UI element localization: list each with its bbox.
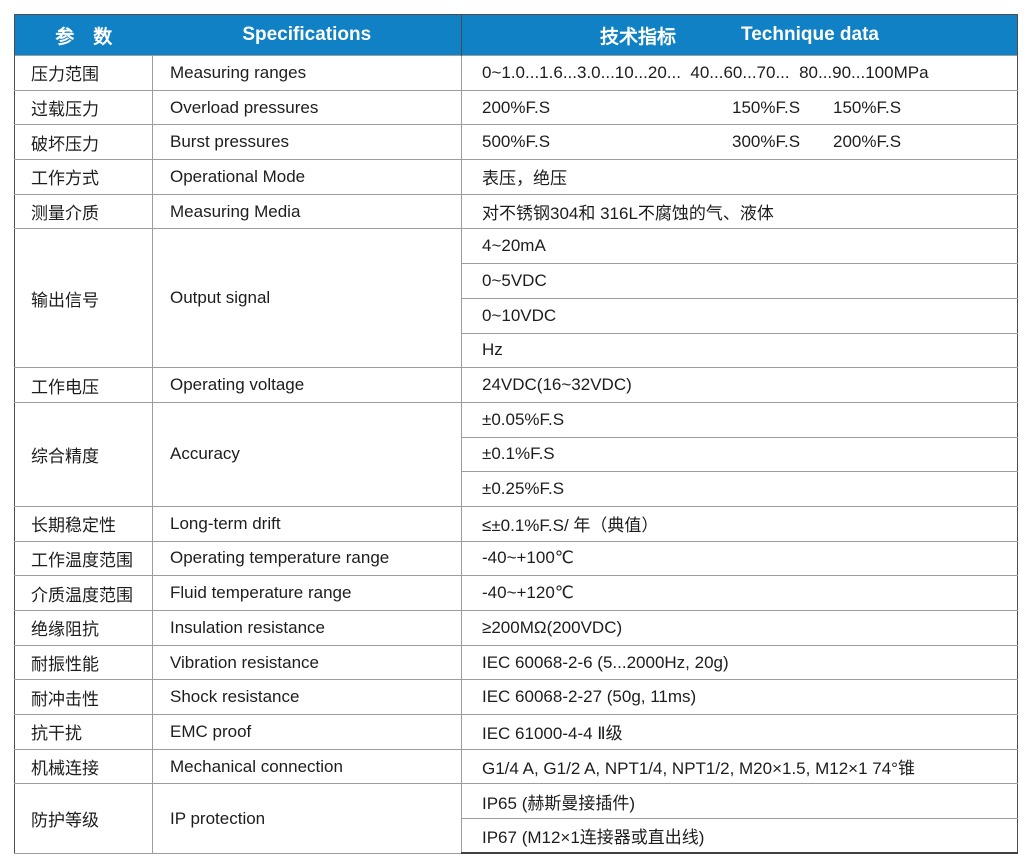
- param-zh: 抗干扰: [14, 714, 153, 750]
- param-zh: 工作电压: [14, 367, 153, 403]
- value-subrow-cell: ±0.05%F.S: [461, 401, 1018, 438]
- table-body: 压力范围 Measuring ranges 0~1.0...1.6...3.0.…: [14, 55, 1018, 855]
- value-part: 300%F.S: [732, 132, 801, 152]
- param-en: Measuring ranges: [152, 55, 462, 91]
- value-subrow-cell: IP67 (M12×1连接器或直出线): [461, 818, 1018, 855]
- row-emc-proof: 抗干扰 EMC proof IEC 61000-4-4 Ⅱ级: [14, 714, 1018, 750]
- param-zh: 工作温度范围: [14, 540, 153, 577]
- param-zh: 介质温度范围: [14, 575, 153, 611]
- value-cell: -40~+120℃: [461, 575, 1018, 611]
- param-en: EMC proof: [152, 714, 462, 750]
- param-zh: 长期稳定性: [14, 505, 153, 542]
- value-subrow-cell: 0~10VDC: [461, 297, 1018, 334]
- value-part: 150%F.S: [732, 97, 801, 117]
- param-en: Operational Mode: [152, 159, 462, 195]
- param-en: Long-term drift: [152, 505, 462, 542]
- param-en: Accuracy: [152, 401, 462, 507]
- param-en: Output signal: [152, 228, 462, 369]
- row-shock-resistance: 耐冲击性 Shock resistance IEC 60068-2-27 (50…: [14, 679, 1018, 716]
- value-part: 500%F.S: [482, 132, 551, 152]
- param-zh: 过载压力: [14, 89, 153, 126]
- header-tech-en-label: Technique data: [741, 24, 879, 45]
- value-subrow-cell: 4~20mA: [461, 228, 1018, 265]
- value-cell: G1/4 A, G1/2 A, NPT1/4, NPT1/2, M20×1.5,…: [461, 748, 1018, 785]
- row-long-term-drift: 长期稳定性 Long-term drift ≤±0.1%F.S/ 年（典值）: [14, 505, 1018, 542]
- row-accuracy-sub: ±0.25%F.S: [15, 471, 1018, 507]
- param-zh: 综合精度: [14, 401, 153, 507]
- value-subrow-cell: 0~5VDC: [461, 263, 1018, 299]
- value-cell: IEC 61000-4-4 Ⅱ级: [461, 714, 1018, 750]
- param-zh: 测量介质: [14, 193, 153, 230]
- param-en: Measuring Media: [152, 193, 462, 230]
- row-mechanical-connection: 机械连接 Mechanical connection G1/4 A, G1/2 …: [14, 748, 1018, 785]
- row-operating-temperature: 工作温度范围 Operating temperature range -40~+…: [14, 540, 1018, 577]
- header-param: 参 数: [14, 14, 153, 56]
- param-en: Fluid temperature range: [152, 575, 462, 611]
- value-part: 150%F.S: [833, 97, 902, 117]
- header-param-label: 参 数: [55, 26, 113, 48]
- spec-table: 参 数 Specifications 技术指标 Technique data 压…: [14, 14, 1018, 855]
- value-cell: IEC 60068-2-27 (50g, 11ms): [461, 679, 1018, 716]
- param-zh: 绝缘阻抗: [14, 610, 153, 646]
- value-part: 200%F.S: [833, 132, 902, 152]
- value-subrow-cell: ±0.1%F.S: [461, 436, 1018, 473]
- value-cell: ≥200MΩ(200VDC): [461, 610, 1018, 646]
- header-tech-zh-label: 技术指标: [600, 26, 677, 48]
- value-subrow-cell: Hz: [461, 332, 1018, 369]
- value-cell: 24VDC(16~32VDC): [461, 367, 1018, 403]
- row-ip-protection-sub: IP67 (M12×1连接器或直出线): [15, 818, 1018, 855]
- row-operational-mode: 工作方式 Operational Mode 表压，绝压: [14, 159, 1018, 195]
- value-cell: 表压，绝压: [461, 159, 1018, 195]
- param-en: Vibration resistance: [152, 644, 462, 681]
- row-output-signal: 输出信号 Output signal 4~20mA: [14, 228, 1018, 369]
- param-zh: 压力范围: [14, 55, 153, 91]
- param-en: Burst pressures: [152, 124, 462, 161]
- param-zh: 防护等级: [14, 783, 153, 854]
- row-output-signal-sub: 0~10VDC: [15, 297, 1018, 334]
- row-output-signal-sub: 0~5VDC: [15, 263, 1018, 299]
- row-vibration-resistance: 耐振性能 Vibration resistance IEC 60068-2-6 …: [14, 644, 1018, 681]
- param-en: Operating temperature range: [152, 540, 462, 577]
- row-burst-pressures: 破坏压力 Burst pressures 500%F.S 300%F.S 200%F…: [14, 124, 1018, 161]
- value-subrow-cell: ±0.25%F.S: [461, 471, 1018, 507]
- param-en: Shock resistance: [152, 679, 462, 716]
- header-row: 参 数 Specifications 技术指标 Technique data: [14, 14, 1018, 56]
- param-zh: 机械连接: [14, 748, 153, 785]
- value-cell: ≤±0.1%F.S/ 年（典值）: [461, 505, 1018, 542]
- param-en: Mechanical connection: [152, 748, 462, 785]
- value-cell: 200%F.S 150%F.S 150%F.S: [461, 89, 1018, 126]
- param-zh: 工作方式: [14, 159, 153, 195]
- header-specifications: Specifications: [152, 14, 462, 56]
- row-fluid-temperature: 介质温度范围 Fluid temperature range -40~+120℃: [14, 575, 1018, 611]
- value-cell: -40~+100℃: [461, 540, 1018, 577]
- param-en: Insulation resistance: [152, 610, 462, 646]
- param-en: Operating voltage: [152, 367, 462, 403]
- param-zh: 耐振性能: [14, 644, 153, 681]
- row-insulation-resistance: 绝缘阻抗 Insulation resistance ≥200MΩ(200VDC…: [14, 610, 1018, 646]
- row-overload-pressures: 过载压力 Overload pressures 200%F.S 150%F.S 15…: [14, 89, 1018, 126]
- value-cell: 0~1.0...1.6...3.0...10...20... 40...60..…: [461, 55, 1018, 91]
- value-part: 200%F.S: [482, 97, 551, 117]
- row-measuring-ranges: 压力范围 Measuring ranges 0~1.0...1.6...3.0.…: [14, 55, 1018, 91]
- value-subrow-cell: IP65 (赫斯曼接插件): [461, 783, 1018, 820]
- row-operating-voltage: 工作电压 Operating voltage 24VDC(16~32VDC): [14, 367, 1018, 403]
- row-measuring-media: 测量介质 Measuring Media 对不锈钢304和 316L不腐蚀的气、…: [14, 193, 1018, 230]
- param-zh: 破坏压力: [14, 124, 153, 161]
- param-zh: 输出信号: [14, 228, 153, 369]
- value-cell: IEC 60068-2-6 (5...2000Hz, 20g): [461, 644, 1018, 681]
- table-header: 参 数 Specifications 技术指标 Technique data: [14, 14, 1018, 56]
- param-zh: 耐冲击性: [14, 679, 153, 716]
- header-technique-data: 技术指标 Technique data: [461, 14, 1018, 56]
- row-ip-protection: 防护等级 IP protection IP65 (赫斯曼接插件): [14, 783, 1018, 854]
- param-en: Overload pressures: [152, 89, 462, 126]
- row-accuracy: 综合精度 Accuracy ±0.05%F.S: [14, 401, 1018, 507]
- row-accuracy-sub: ±0.1%F.S: [15, 436, 1018, 473]
- header-specifications-label: Specifications: [242, 24, 372, 45]
- header-tech-group: 技术指标 Technique data: [462, 22, 1017, 49]
- value-cell: 500%F.S 300%F.S 200%F.S: [461, 124, 1018, 161]
- value-cell: 对不锈钢304和 316L不腐蚀的气、液体: [461, 193, 1018, 230]
- param-en: IP protection: [152, 783, 462, 854]
